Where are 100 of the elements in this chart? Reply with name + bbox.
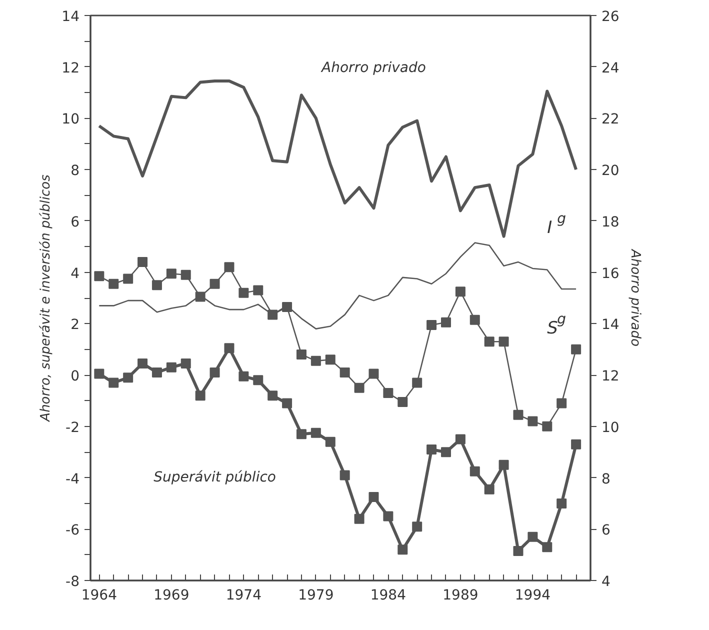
line-series bbox=[98, 79, 578, 238]
point bbox=[528, 532, 538, 542]
x-tick-label: 1974 bbox=[226, 588, 262, 604]
y-axis-title: Ahorro, superávit e inversión públicos bbox=[38, 174, 54, 422]
point bbox=[152, 280, 162, 290]
point bbox=[108, 378, 119, 388]
point bbox=[340, 367, 350, 378]
y2-tick-label: 26 bbox=[602, 9, 620, 25]
point bbox=[528, 416, 538, 426]
point bbox=[498, 336, 509, 347]
point bbox=[556, 398, 567, 408]
y2-tick-label: 4 bbox=[602, 574, 610, 590]
point bbox=[152, 367, 162, 378]
point bbox=[180, 270, 191, 280]
x-tick-label: 1989 bbox=[442, 588, 478, 604]
point bbox=[310, 428, 321, 438]
point bbox=[440, 447, 451, 458]
y2-axis-title: Ahorro privado bbox=[627, 248, 642, 347]
point bbox=[484, 336, 494, 347]
point bbox=[268, 390, 278, 401]
point bbox=[484, 484, 494, 494]
point bbox=[383, 511, 394, 522]
point bbox=[310, 356, 321, 366]
point bbox=[412, 378, 422, 388]
point bbox=[224, 343, 234, 354]
y-tick-label: -6 bbox=[66, 522, 80, 539]
point bbox=[571, 439, 582, 450]
y2-tick-label: 8 bbox=[602, 471, 610, 488]
point bbox=[138, 358, 148, 368]
series-label: Ahorro privado bbox=[320, 60, 426, 76]
y2-tick-label: 12 bbox=[602, 368, 620, 385]
x-tick-label: 1969 bbox=[154, 588, 190, 604]
point bbox=[210, 367, 220, 378]
point bbox=[296, 350, 306, 360]
point bbox=[138, 257, 148, 268]
point bbox=[426, 320, 437, 330]
point bbox=[94, 271, 104, 282]
point bbox=[253, 375, 264, 386]
x-tick-label: 1964 bbox=[81, 588, 118, 604]
point bbox=[368, 368, 379, 379]
point bbox=[498, 460, 509, 470]
y2-tick-label: 22 bbox=[602, 112, 620, 128]
point bbox=[354, 514, 364, 524]
point bbox=[412, 522, 422, 532]
y-tick-label: -8 bbox=[66, 574, 80, 590]
point bbox=[398, 397, 408, 408]
point bbox=[325, 436, 336, 447]
point bbox=[470, 466, 480, 476]
y-tick-label: 12 bbox=[62, 60, 80, 76]
y-tick-label: 8 bbox=[70, 163, 80, 180]
point bbox=[426, 444, 437, 455]
y2-tick-label: 10 bbox=[602, 420, 620, 436]
point bbox=[195, 292, 206, 302]
point bbox=[398, 544, 408, 555]
point bbox=[94, 368, 104, 379]
point bbox=[470, 314, 480, 325]
y2-tick-label: 6 bbox=[602, 522, 610, 539]
point bbox=[166, 362, 176, 372]
point bbox=[166, 268, 176, 279]
y2-tick-label: 14 bbox=[602, 317, 620, 334]
point bbox=[296, 429, 306, 440]
y-tick-label: 10 bbox=[62, 112, 80, 128]
point bbox=[455, 286, 466, 297]
point bbox=[282, 302, 292, 312]
point bbox=[354, 382, 364, 393]
point bbox=[340, 470, 350, 480]
y-tick-label: 14 bbox=[62, 9, 80, 25]
y-tick-label: 4 bbox=[70, 266, 80, 282]
point bbox=[325, 354, 336, 365]
y2-tick-label: 18 bbox=[602, 214, 620, 230]
y2-tick-label: 20 bbox=[602, 163, 620, 180]
point bbox=[195, 390, 206, 401]
x-tick-label: 1984 bbox=[370, 588, 406, 604]
point bbox=[282, 398, 292, 408]
point bbox=[238, 371, 249, 382]
x-tick-label: 1979 bbox=[298, 588, 334, 604]
point bbox=[180, 358, 191, 368]
point bbox=[455, 434, 466, 444]
point bbox=[440, 317, 451, 328]
point bbox=[571, 344, 582, 354]
x-tick-label: 1994 bbox=[514, 588, 551, 604]
point bbox=[108, 278, 119, 289]
point bbox=[210, 278, 220, 289]
point bbox=[268, 310, 278, 320]
point bbox=[513, 546, 524, 556]
point bbox=[123, 372, 134, 383]
y-tick-label: 0 bbox=[70, 368, 80, 385]
y2-tick-label: 16 bbox=[602, 266, 620, 282]
text: Superávit público bbox=[154, 469, 276, 486]
y-tick-label: -4 bbox=[66, 471, 80, 488]
point bbox=[368, 492, 379, 502]
point bbox=[542, 421, 552, 432]
point bbox=[556, 498, 567, 508]
point bbox=[224, 262, 234, 272]
point bbox=[513, 410, 524, 420]
y-tick-label: 2 bbox=[70, 317, 80, 334]
point bbox=[542, 542, 552, 552]
y-tick-label: 6 bbox=[70, 214, 80, 230]
point bbox=[238, 288, 249, 298]
y-tick-label: -2 bbox=[66, 420, 80, 436]
